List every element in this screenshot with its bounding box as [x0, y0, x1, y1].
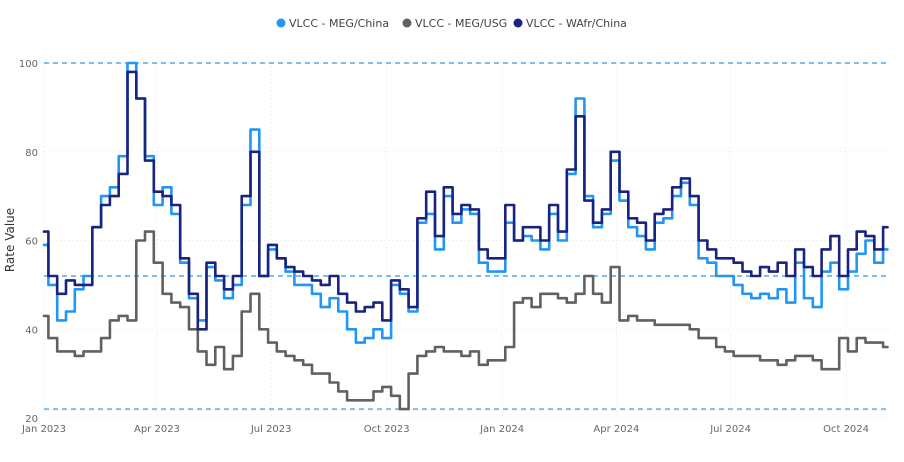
x-axis: Jan 2023 Apr 2023 Jul 2023 Oct 2023 Jan 2024…	[21, 424, 869, 435]
y-tick-label: 100	[19, 59, 38, 70]
x-tick-label: Apr 2024	[593, 424, 639, 435]
legend-swatch	[402, 18, 412, 28]
y-tick-label: 40	[25, 325, 38, 336]
x-tick-label: Jan 2023	[21, 424, 66, 435]
y-axis: 20 40 60 80 100	[19, 59, 38, 425]
grid	[43, 62, 890, 419]
legend: VLCC - MEG/China VLCC - MEG/USG VLCC - WAf…	[276, 17, 627, 30]
series-lines	[42, 61, 889, 411]
series-line[interactable]	[42, 70, 889, 331]
series-line[interactable]	[42, 230, 889, 411]
y-tick-label: 20	[25, 414, 38, 425]
legend-label: VLCC - WAfr/China	[526, 17, 627, 30]
reference-lines	[44, 62, 890, 411]
x-tick-label: Jan 2024	[479, 424, 524, 435]
x-tick-label: Jul 2024	[709, 424, 751, 435]
series-line[interactable]	[42, 61, 889, 344]
legend-item[interactable]: VLCC - MEG/China	[276, 17, 390, 30]
legend-swatch	[513, 18, 523, 28]
x-tick-label: Jul 2023	[250, 424, 292, 435]
x-tick-label: Oct 2024	[823, 424, 869, 435]
legend-label: VLCC - MEG/USG	[415, 17, 507, 30]
legend-item[interactable]: VLCC - MEG/USG	[402, 17, 508, 30]
legend-swatch	[276, 18, 286, 28]
y-axis-title: Rate Value	[3, 208, 17, 272]
y-tick-label: 80	[25, 148, 38, 159]
x-tick-label: Oct 2023	[364, 424, 410, 435]
legend-label: VLCC - MEG/China	[289, 17, 389, 30]
x-tick-label: Apr 2023	[134, 424, 180, 435]
y-tick-label: 60	[25, 237, 38, 248]
legend-item[interactable]: VLCC - WAfr/China	[513, 17, 627, 30]
